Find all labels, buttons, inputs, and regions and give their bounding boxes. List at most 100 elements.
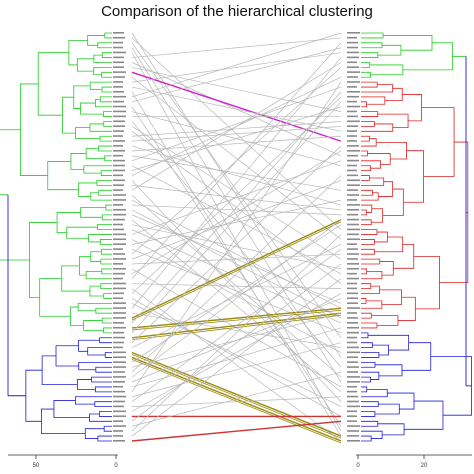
leaf-label [113,179,125,182]
dendrogram-branch [0,129,30,261]
connector-line [131,204,342,216]
leaf-label [113,341,124,344]
leaf-label [113,194,126,196]
dendrogram-branch [98,189,112,196]
dendrogram-branch [103,111,112,117]
leaf-label [347,51,359,54]
leaf-label [347,189,358,191]
dendrogram-branch [39,278,71,317]
leaf-label [113,95,126,98]
dendrogram-branch [29,222,58,298]
connector-line [131,312,342,348]
dendrogram-branch [374,236,404,253]
leaf-label [113,51,126,54]
connector-line [131,234,342,432]
dendrogram-branch [361,271,383,280]
dendrogram-branch [96,180,112,186]
leaf-label [347,164,357,167]
leaf-label [347,381,360,383]
leaf-label [113,371,125,373]
connector-line [131,253,342,265]
leaf-label [347,76,358,78]
dendrogram-branch [76,379,96,390]
dendrogram-branch [66,226,98,239]
dendrogram-branch [103,121,112,127]
dendrogram-branch [85,271,112,280]
dendrogram-branch [421,107,455,177]
leaf-label [113,120,125,123]
leaf-label [113,71,126,73]
dendrogram-branch [95,98,112,108]
leaf-label [347,267,359,270]
leaf-label [347,135,357,137]
dendrogram-branch [101,317,112,324]
dendrogram-branch [361,71,371,78]
dendrogram-branch [361,386,368,393]
connector-line [131,209,342,319]
dendrogram-branch [361,150,368,157]
leaf-label [113,385,123,388]
leaf-label [347,194,359,196]
leaf-label [347,366,359,368]
leaf-label [113,218,125,221]
dendrogram-branch [95,307,112,314]
leaf-label [347,287,357,290]
leaf-label [347,302,358,304]
leaf-label [347,204,360,206]
leaf-label [347,326,359,329]
dendrogram-branch [361,268,367,275]
leaf-label [113,32,124,34]
leaf-label [113,263,123,265]
dendrogram-branch [371,208,384,223]
leaf-label [113,145,123,147]
leaf-label [347,233,359,236]
leaf-label [347,46,358,49]
leaf-label [113,248,123,250]
leaf-label [113,199,126,201]
leaf-label [113,100,124,103]
dendrogram-branch [361,239,375,245]
leaf-label [113,287,126,290]
leaf-label [347,174,358,177]
leaf-label [347,415,357,418]
right-leaf-labels [347,32,360,442]
connector-line [131,67,342,112]
connector-line [131,126,342,142]
dendrogram-branch [103,327,112,334]
leaf-label [113,307,126,309]
leaf-label [347,405,360,408]
leaf-label [113,400,125,403]
right-dendrogram [361,32,472,442]
connector-line [131,76,342,240]
dendrogram-branch [78,339,100,352]
connector-line [131,288,342,442]
dendrogram-branch [75,396,112,405]
dendrogram-branch [361,352,380,358]
connector-line [131,249,342,402]
dendrogram-branch [361,312,372,319]
leaf-label [347,238,360,241]
leaf-label [113,56,124,59]
leaf-label [347,243,357,245]
connector-line [131,298,342,383]
leaf-label [113,272,125,275]
leaf-label [347,356,358,359]
leaf-label [347,248,358,250]
dendrogram-branch [78,361,112,371]
dendrogram-branch [103,425,112,432]
dendrogram-branch [73,85,91,109]
dendrogram-branch [377,113,409,129]
dendrogram-branch [361,32,384,39]
connector-line [131,396,342,407]
dendrogram-branch [361,376,371,383]
dendrogram-branch [78,256,91,276]
leaf-label [347,371,358,373]
dendrogram-branch [61,265,90,292]
connector-line [131,175,342,373]
connector-line [131,199,342,245]
dendrogram-branch [100,283,112,290]
leaf-label [347,440,360,442]
dendrogram-branch [103,293,112,299]
connector-line [131,91,342,324]
dendrogram-branch [361,322,378,329]
